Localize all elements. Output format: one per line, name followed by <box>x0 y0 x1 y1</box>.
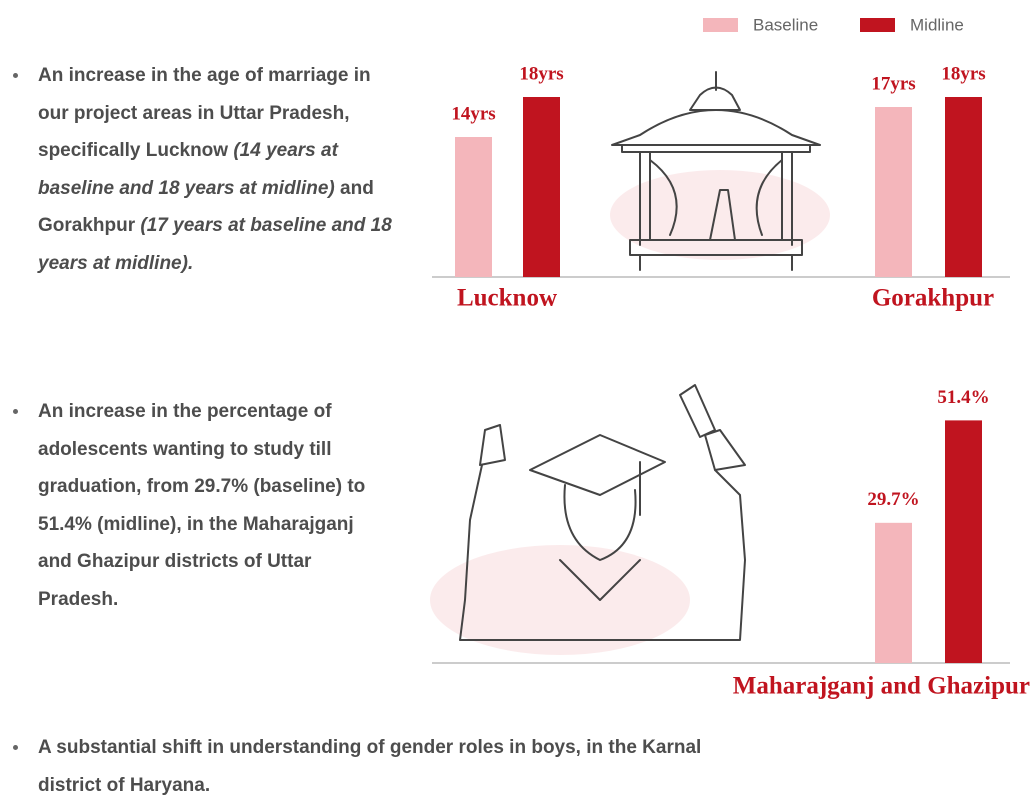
legend-label: Midline <box>910 15 964 34</box>
category-label: Gorakhpur <box>872 285 994 312</box>
legend-swatch <box>860 18 895 32</box>
graduate-illustration <box>430 385 745 655</box>
value-label: 51.4% <box>937 387 989 408</box>
value-label: 18yrs <box>519 63 563 84</box>
category-label: Maharajganj and Ghazipur <box>733 673 1030 700</box>
legend-label: Baseline <box>753 15 818 34</box>
page: {"bullets": [ {"parts": ["An increase in… <box>0 0 1036 798</box>
bar <box>455 137 492 277</box>
bar <box>875 107 912 277</box>
value-label: 17yrs <box>871 73 915 94</box>
value-label: 14yrs <box>451 103 495 124</box>
pavilion-illustration <box>610 72 830 270</box>
value-label: 29.7% <box>867 489 919 510</box>
bar <box>945 420 982 663</box>
bar <box>945 97 982 277</box>
category-label: Lucknow <box>457 285 557 312</box>
charts: Lucknow 14yrs 18yrs Gorakhpur 17yrs 18yrs Base… <box>0 0 1036 798</box>
value-label: 18yrs <box>941 63 985 84</box>
bar <box>523 97 560 277</box>
legend-swatch <box>703 18 738 32</box>
bar <box>875 523 912 663</box>
